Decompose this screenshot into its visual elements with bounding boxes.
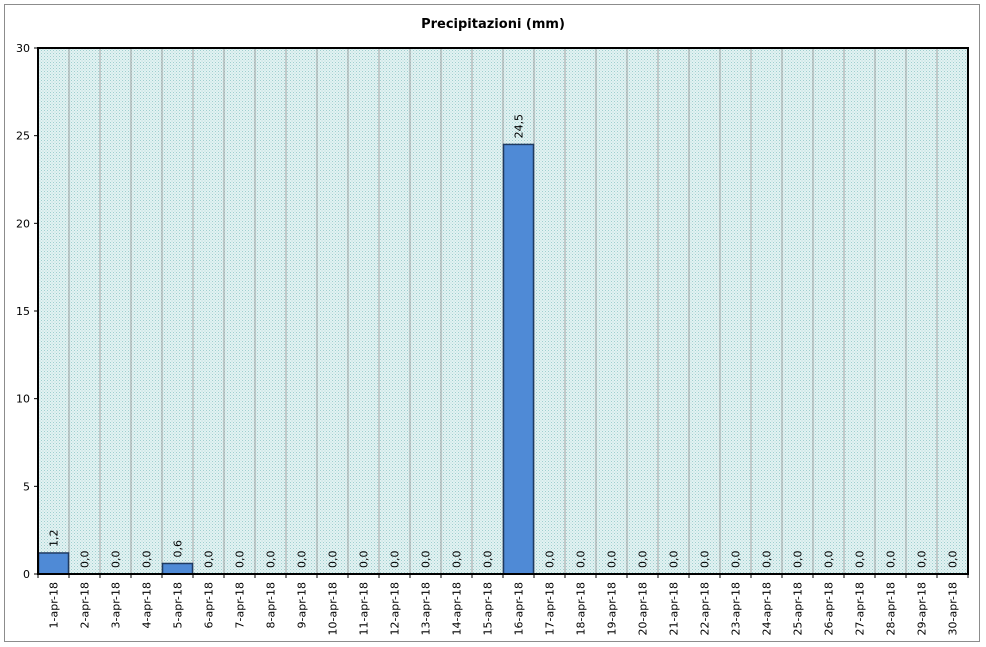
- x-tick-label: 8-apr-18: [265, 582, 278, 628]
- data-label: 0,0: [606, 551, 619, 569]
- data-label: 0,0: [668, 551, 681, 569]
- x-tick-label: 6-apr-18: [203, 582, 216, 628]
- bar-16-apr-18: [502, 143, 535, 575]
- data-label: 0,0: [110, 551, 123, 569]
- x-tick-label: 3-apr-18: [110, 582, 123, 628]
- data-label: 0,0: [637, 551, 650, 569]
- x-tick-label: 22-apr-18: [699, 582, 712, 635]
- data-label: 0,0: [451, 551, 464, 569]
- x-tick-label: 9-apr-18: [296, 582, 309, 628]
- y-tick-label: 15: [16, 305, 30, 318]
- y-tick-label: 10: [16, 393, 30, 406]
- data-label: 0,0: [141, 551, 154, 569]
- x-tick-label: 10-apr-18: [327, 582, 340, 635]
- x-tick-label: 26-apr-18: [823, 582, 836, 635]
- x-tick-label: 7-apr-18: [234, 582, 247, 628]
- x-tick-label: 27-apr-18: [854, 582, 867, 635]
- x-tick-label: 16-apr-18: [513, 582, 526, 635]
- x-tick-label: 2-apr-18: [79, 582, 92, 628]
- data-label: 0,0: [420, 551, 433, 569]
- data-label: 0,0: [234, 551, 247, 569]
- x-tick-label: 29-apr-18: [916, 582, 929, 635]
- x-tick-label: 21-apr-18: [668, 582, 681, 635]
- data-label: 0,0: [389, 551, 402, 569]
- data-label: 0,0: [885, 551, 898, 569]
- data-label: 0,0: [482, 551, 495, 569]
- x-tick-label: 12-apr-18: [389, 582, 402, 635]
- data-label: 0,0: [296, 551, 309, 569]
- x-tick-label: 19-apr-18: [606, 582, 619, 635]
- x-tick-label: 28-apr-18: [885, 582, 898, 635]
- y-tick-label: 5: [23, 480, 30, 493]
- data-label: 0,0: [699, 551, 712, 569]
- x-tick-label: 18-apr-18: [575, 582, 588, 635]
- data-label: 0,0: [79, 551, 92, 569]
- data-label: 0,0: [916, 551, 929, 569]
- chart-title: Precipitazioni (mm): [421, 17, 565, 32]
- y-tick-label: 20: [16, 217, 30, 230]
- precipitation-chart: Precipitazioni (mm) 1,2 0,0 0,0 0,0 0,6 0,0 0,…: [16, 17, 969, 635]
- data-label: 0,0: [854, 551, 867, 569]
- x-tick-label: 1-apr-18: [48, 582, 61, 628]
- data-label: 0,0: [203, 551, 216, 569]
- bar-1-apr-18: [37, 552, 70, 575]
- data-label: 1,2: [48, 529, 61, 547]
- bar-5-apr-18: [161, 562, 194, 575]
- x-tick-label: 20-apr-18: [637, 582, 650, 635]
- data-label: 0,6: [172, 540, 185, 558]
- x-tick-label: 4-apr-18: [141, 582, 154, 628]
- data-label: 0,0: [575, 551, 588, 569]
- x-tick-label: 17-apr-18: [544, 582, 557, 635]
- data-label: 0,0: [761, 551, 774, 569]
- data-label: 0,0: [730, 551, 743, 569]
- data-label: 0,0: [265, 551, 278, 569]
- y-tick-label: 30: [16, 42, 30, 55]
- x-tick-label: 24-apr-18: [761, 582, 774, 635]
- x-tick-label: 25-apr-18: [792, 582, 805, 635]
- data-label: 0,0: [327, 551, 340, 569]
- data-label: 0,0: [544, 551, 557, 569]
- y-tick-label: 25: [16, 130, 30, 143]
- x-tick-label: 23-apr-18: [730, 582, 743, 635]
- data-label: 0,0: [823, 551, 836, 569]
- x-tick-label: 30-apr-18: [947, 582, 960, 635]
- x-tick-label: 11-apr-18: [358, 582, 371, 635]
- data-label: 0,0: [358, 551, 371, 569]
- x-tick-label: 13-apr-18: [420, 582, 433, 635]
- chart-frame: Precipitazioni (mm) 1,2 0,0 0,0 0,0 0,6 0,0 0,…: [4, 4, 980, 642]
- data-label: 0,0: [947, 551, 960, 569]
- x-tick-label: 5-apr-18: [172, 582, 185, 628]
- data-label: 24,5: [513, 114, 526, 139]
- y-tick-label: 0: [23, 568, 30, 581]
- x-tick-label: 14-apr-18: [451, 582, 464, 635]
- plot-border: [37, 47, 969, 575]
- data-label: 0,0: [792, 551, 805, 569]
- x-tick-label: 15-apr-18: [482, 582, 495, 635]
